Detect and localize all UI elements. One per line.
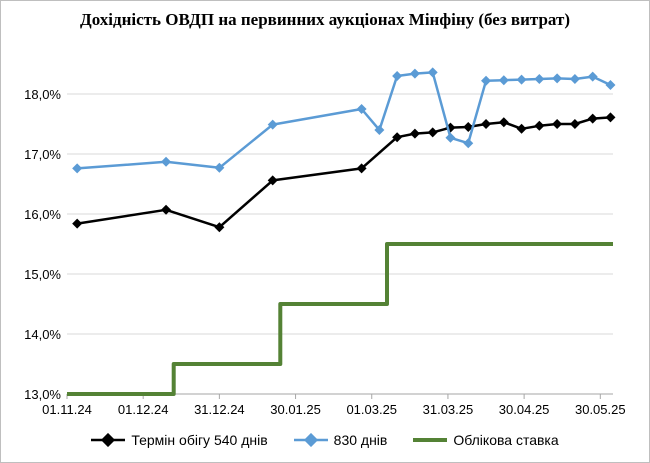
y-tick-label: 13,0% — [24, 387, 61, 402]
x-tick-label: 01.12.24 — [118, 402, 169, 417]
data-point-1 — [409, 68, 420, 79]
data-point-0 — [605, 112, 616, 123]
x-tick-label: 01.11.24 — [42, 402, 92, 417]
data-point-0 — [569, 119, 580, 129]
data-point-0 — [552, 119, 563, 129]
data-point-1 — [552, 73, 563, 84]
data-point-0 — [587, 113, 598, 124]
legend-label-830: 830 днів — [333, 432, 388, 448]
data-point-1 — [427, 67, 438, 78]
data-point-1 — [516, 74, 527, 85]
x-tick-label: 31.12.24 — [194, 402, 245, 417]
data-point-1 — [463, 138, 474, 149]
data-point-0 — [481, 119, 492, 129]
legend: Термін обігу 540 днів 830 днів Облікова … — [0, 432, 650, 448]
data-point-0 — [409, 128, 420, 139]
data-point-1 — [374, 125, 385, 135]
data-point-1 — [481, 75, 492, 86]
data-point-1 — [498, 75, 509, 86]
legend-item-830: 830 днів — [293, 432, 388, 448]
data-point-0 — [534, 120, 545, 131]
series-line-2 — [67, 242, 613, 396]
y-tick-label: 16,0% — [24, 207, 61, 222]
data-point-1 — [161, 156, 172, 167]
x-tick-label: 31.03.25 — [423, 402, 474, 417]
legend-swatch-540 — [91, 433, 126, 447]
data-point-0 — [427, 127, 438, 138]
y-tick-label: 15,0% — [24, 267, 61, 282]
data-point-1 — [534, 74, 545, 84]
x-tick-label: 30.01.25 — [270, 402, 321, 417]
chart-title: Дохідність ОВДП на первинних аукціонах М… — [80, 10, 570, 29]
data-point-1 — [392, 71, 403, 81]
data-point-1 — [587, 71, 598, 82]
legend-item-rate: Облікова ставка — [413, 432, 559, 448]
legend-swatch-830 — [293, 433, 328, 447]
data-point-0 — [392, 132, 403, 143]
legend-label-540: Термін обігу 540 днів — [131, 432, 268, 448]
series-layer — [67, 67, 616, 396]
data-point-0 — [516, 123, 527, 134]
data-point-0 — [161, 204, 172, 215]
data-point-1 — [267, 119, 278, 130]
data-point-1 — [356, 104, 367, 114]
data-point-1 — [605, 80, 616, 90]
tick-labels: 13,0% 14,0% 15,0% 16,0% 17,0% 18,0% 01.11.24 01… — [24, 87, 625, 417]
x-tick-label: 30.04.25 — [499, 402, 550, 417]
data-point-0 — [463, 122, 474, 132]
y-tick-label: 17,0% — [24, 147, 61, 162]
data-point-1 — [569, 74, 580, 84]
x-tick-label: 30.05.25 — [575, 402, 626, 417]
data-point-1 — [72, 163, 83, 174]
data-point-0 — [267, 175, 278, 186]
data-point-1 — [214, 162, 225, 173]
data-point-0 — [498, 117, 509, 128]
y-tick-label: 14,0% — [24, 327, 61, 342]
x-tick-label: 01.03.25 — [346, 402, 397, 417]
legend-label-rate: Облікова ставка — [453, 432, 559, 448]
legend-swatch-rate — [413, 438, 448, 442]
series-line-0 — [77, 116, 611, 229]
data-point-1 — [445, 132, 456, 143]
y-tick-label: 18,0% — [24, 87, 61, 102]
data-point-0 — [356, 163, 367, 174]
data-point-0 — [214, 222, 225, 233]
data-point-0 — [72, 218, 83, 229]
legend-item-540: Термін обігу 540 днів — [91, 432, 268, 448]
